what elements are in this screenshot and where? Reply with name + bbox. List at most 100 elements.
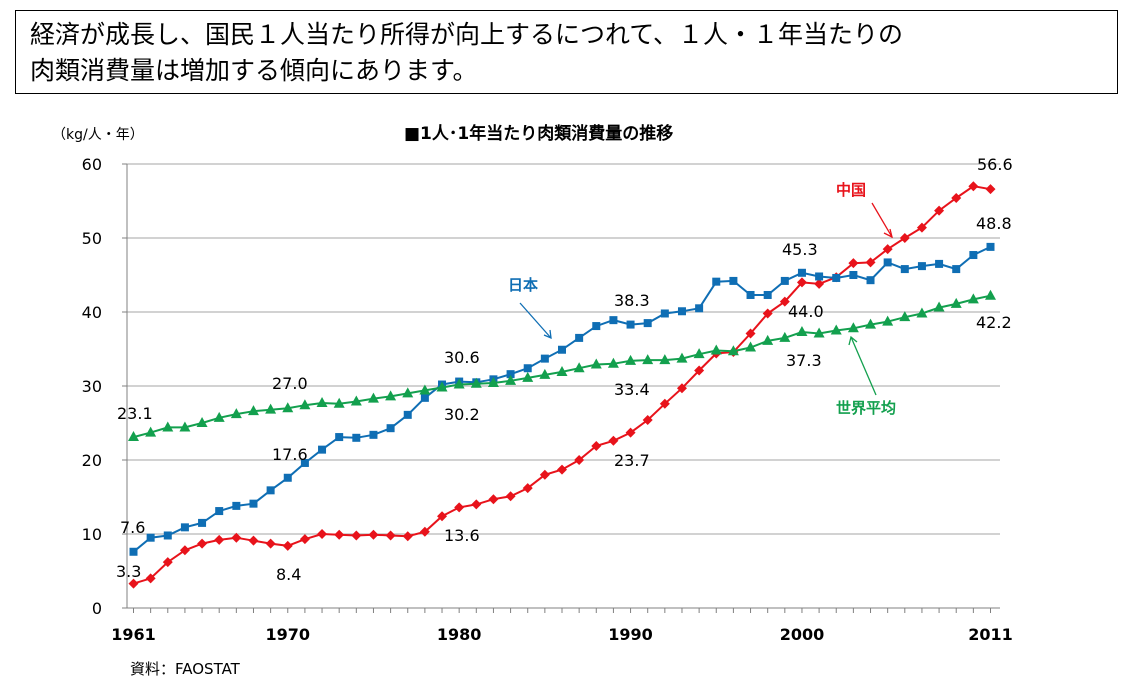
marker-china-1997 [745, 328, 756, 339]
marker-japan-2002 [832, 273, 841, 282]
marker-china-1978 [419, 526, 430, 537]
marker-china-1987 [574, 455, 585, 465]
axes: 0 10 20 30 40 50 60 1961 1970 1980 1990 2000 2011 [82, 155, 1013, 644]
data-label-8: 30.2 [444, 405, 480, 424]
marker-japan-1975 [369, 430, 378, 439]
marker-china-1961 [128, 578, 139, 589]
marker-china-2001 [814, 278, 825, 289]
marker-china-2000 [796, 277, 807, 288]
annotation-arrowhead-japan [543, 329, 552, 340]
marker-china-1968 [248, 535, 259, 546]
marker-world-1964 [179, 421, 191, 432]
marker-japan-1984 [523, 364, 532, 373]
headline-box: 経済が成長し、国民１人当たり所得が向上するにつれて、１人・１年当たりの 肉類消費… [15, 10, 1118, 94]
x-tick-label-1961: 1961 [111, 625, 156, 644]
marker-china-1984 [522, 483, 533, 494]
marker-japan-1999 [780, 276, 789, 285]
marker-world-1996 [727, 345, 739, 356]
marker-china-1991 [642, 415, 653, 426]
marker-world-1977 [402, 387, 414, 398]
marker-world-1986 [556, 365, 568, 376]
marker-china-1979 [437, 511, 448, 522]
data-label-12: 23.1 [117, 404, 153, 423]
marker-world-2011 [985, 289, 996, 300]
marker-world-1970 [282, 402, 294, 413]
marker-world-1991 [642, 354, 654, 365]
grid-lines [127, 163, 1000, 535]
marker-japan-1989 [609, 316, 618, 325]
marker-japan-1977 [403, 410, 412, 419]
marker-world-1997 [745, 341, 757, 352]
marker-world-1987 [573, 362, 585, 373]
annotation-japan: 日本 [508, 276, 538, 294]
marker-world-2002 [830, 324, 842, 335]
marker-japan-2004 [866, 276, 875, 285]
chart-title: ■1人･1年当たり肉類消費量の推移 [404, 123, 673, 144]
marker-japan-2011 [986, 242, 995, 251]
marker-japan-1991 [643, 319, 652, 328]
marker-china-1963 [162, 557, 173, 568]
data-label-3: 23.7 [614, 451, 650, 470]
marker-world-1981 [470, 377, 482, 388]
marker-japan-2005 [883, 258, 892, 267]
data-label-14: 30.6 [444, 348, 480, 367]
marker-world-1965 [196, 417, 208, 427]
marker-japan-1966 [215, 507, 224, 516]
marker-world-1988 [590, 358, 602, 369]
data-label-9: 38.3 [614, 291, 650, 310]
y-tick-label-20: 20 [82, 451, 102, 470]
x-tick-label-2000: 2000 [780, 625, 825, 644]
marker-china-2010 [968, 181, 979, 192]
marker-world-2006 [899, 311, 911, 322]
data-label-17: 42.2 [976, 313, 1012, 332]
data-label-13: 27.0 [272, 374, 308, 393]
marker-japan-2010 [969, 251, 978, 260]
marker-japan-1964 [180, 523, 189, 532]
marker-japan-1968 [249, 499, 258, 508]
x-tick-label-1970: 1970 [265, 625, 310, 644]
marker-china-1993 [676, 383, 687, 394]
marker-china-1972 [317, 529, 328, 539]
marker-japan-1973 [335, 433, 344, 442]
marker-china-2009 [951, 193, 962, 204]
data-label-16: 37.3 [786, 351, 822, 370]
marker-china-1976 [385, 530, 396, 541]
marker-japan-2001 [815, 272, 824, 281]
marker-china-2007 [916, 222, 927, 233]
marker-world-1992 [659, 354, 671, 365]
marker-world-2000 [796, 325, 808, 336]
data-label-10: 45.3 [782, 240, 818, 259]
marker-world-2010 [967, 293, 979, 304]
marker-world-2007 [916, 307, 928, 318]
marker-china-1989 [608, 435, 619, 446]
marker-china-1967 [231, 532, 242, 543]
data-label-15: 33.4 [614, 380, 650, 399]
marker-china-1982 [488, 494, 499, 505]
marker-japan-1969 [266, 486, 275, 495]
marker-japan-1983 [506, 370, 515, 379]
marker-world-1990 [625, 354, 637, 365]
marker-japan-1992 [660, 309, 669, 318]
marker-china-1988 [591, 440, 602, 451]
marker-china-1975 [368, 529, 379, 540]
series-group [128, 181, 996, 589]
marker-world-2008 [933, 301, 945, 312]
data-label-2: 13.6 [444, 526, 480, 545]
annotation-arrow-japan [519, 302, 552, 339]
marker-china-2005 [882, 244, 893, 255]
marker-japan-1993 [677, 307, 686, 316]
data-label-6: 7.6 [120, 518, 145, 537]
series-line-china [133, 185, 991, 585]
marker-japan-1995 [712, 277, 721, 286]
marker-china-2011 [985, 184, 996, 195]
marker-japan-1997 [746, 290, 755, 299]
marker-world-2001 [813, 327, 825, 338]
marker-world-1976 [385, 390, 397, 401]
x-tick-label-2011: 2011 [968, 625, 1013, 644]
data-label-5: 56.6 [977, 155, 1013, 174]
marker-china-1970 [282, 540, 293, 551]
marker-china-1998 [762, 308, 773, 319]
marker-japan-1970 [283, 473, 292, 482]
marker-world-1971 [299, 399, 311, 410]
marker-japan-1967 [232, 501, 241, 510]
